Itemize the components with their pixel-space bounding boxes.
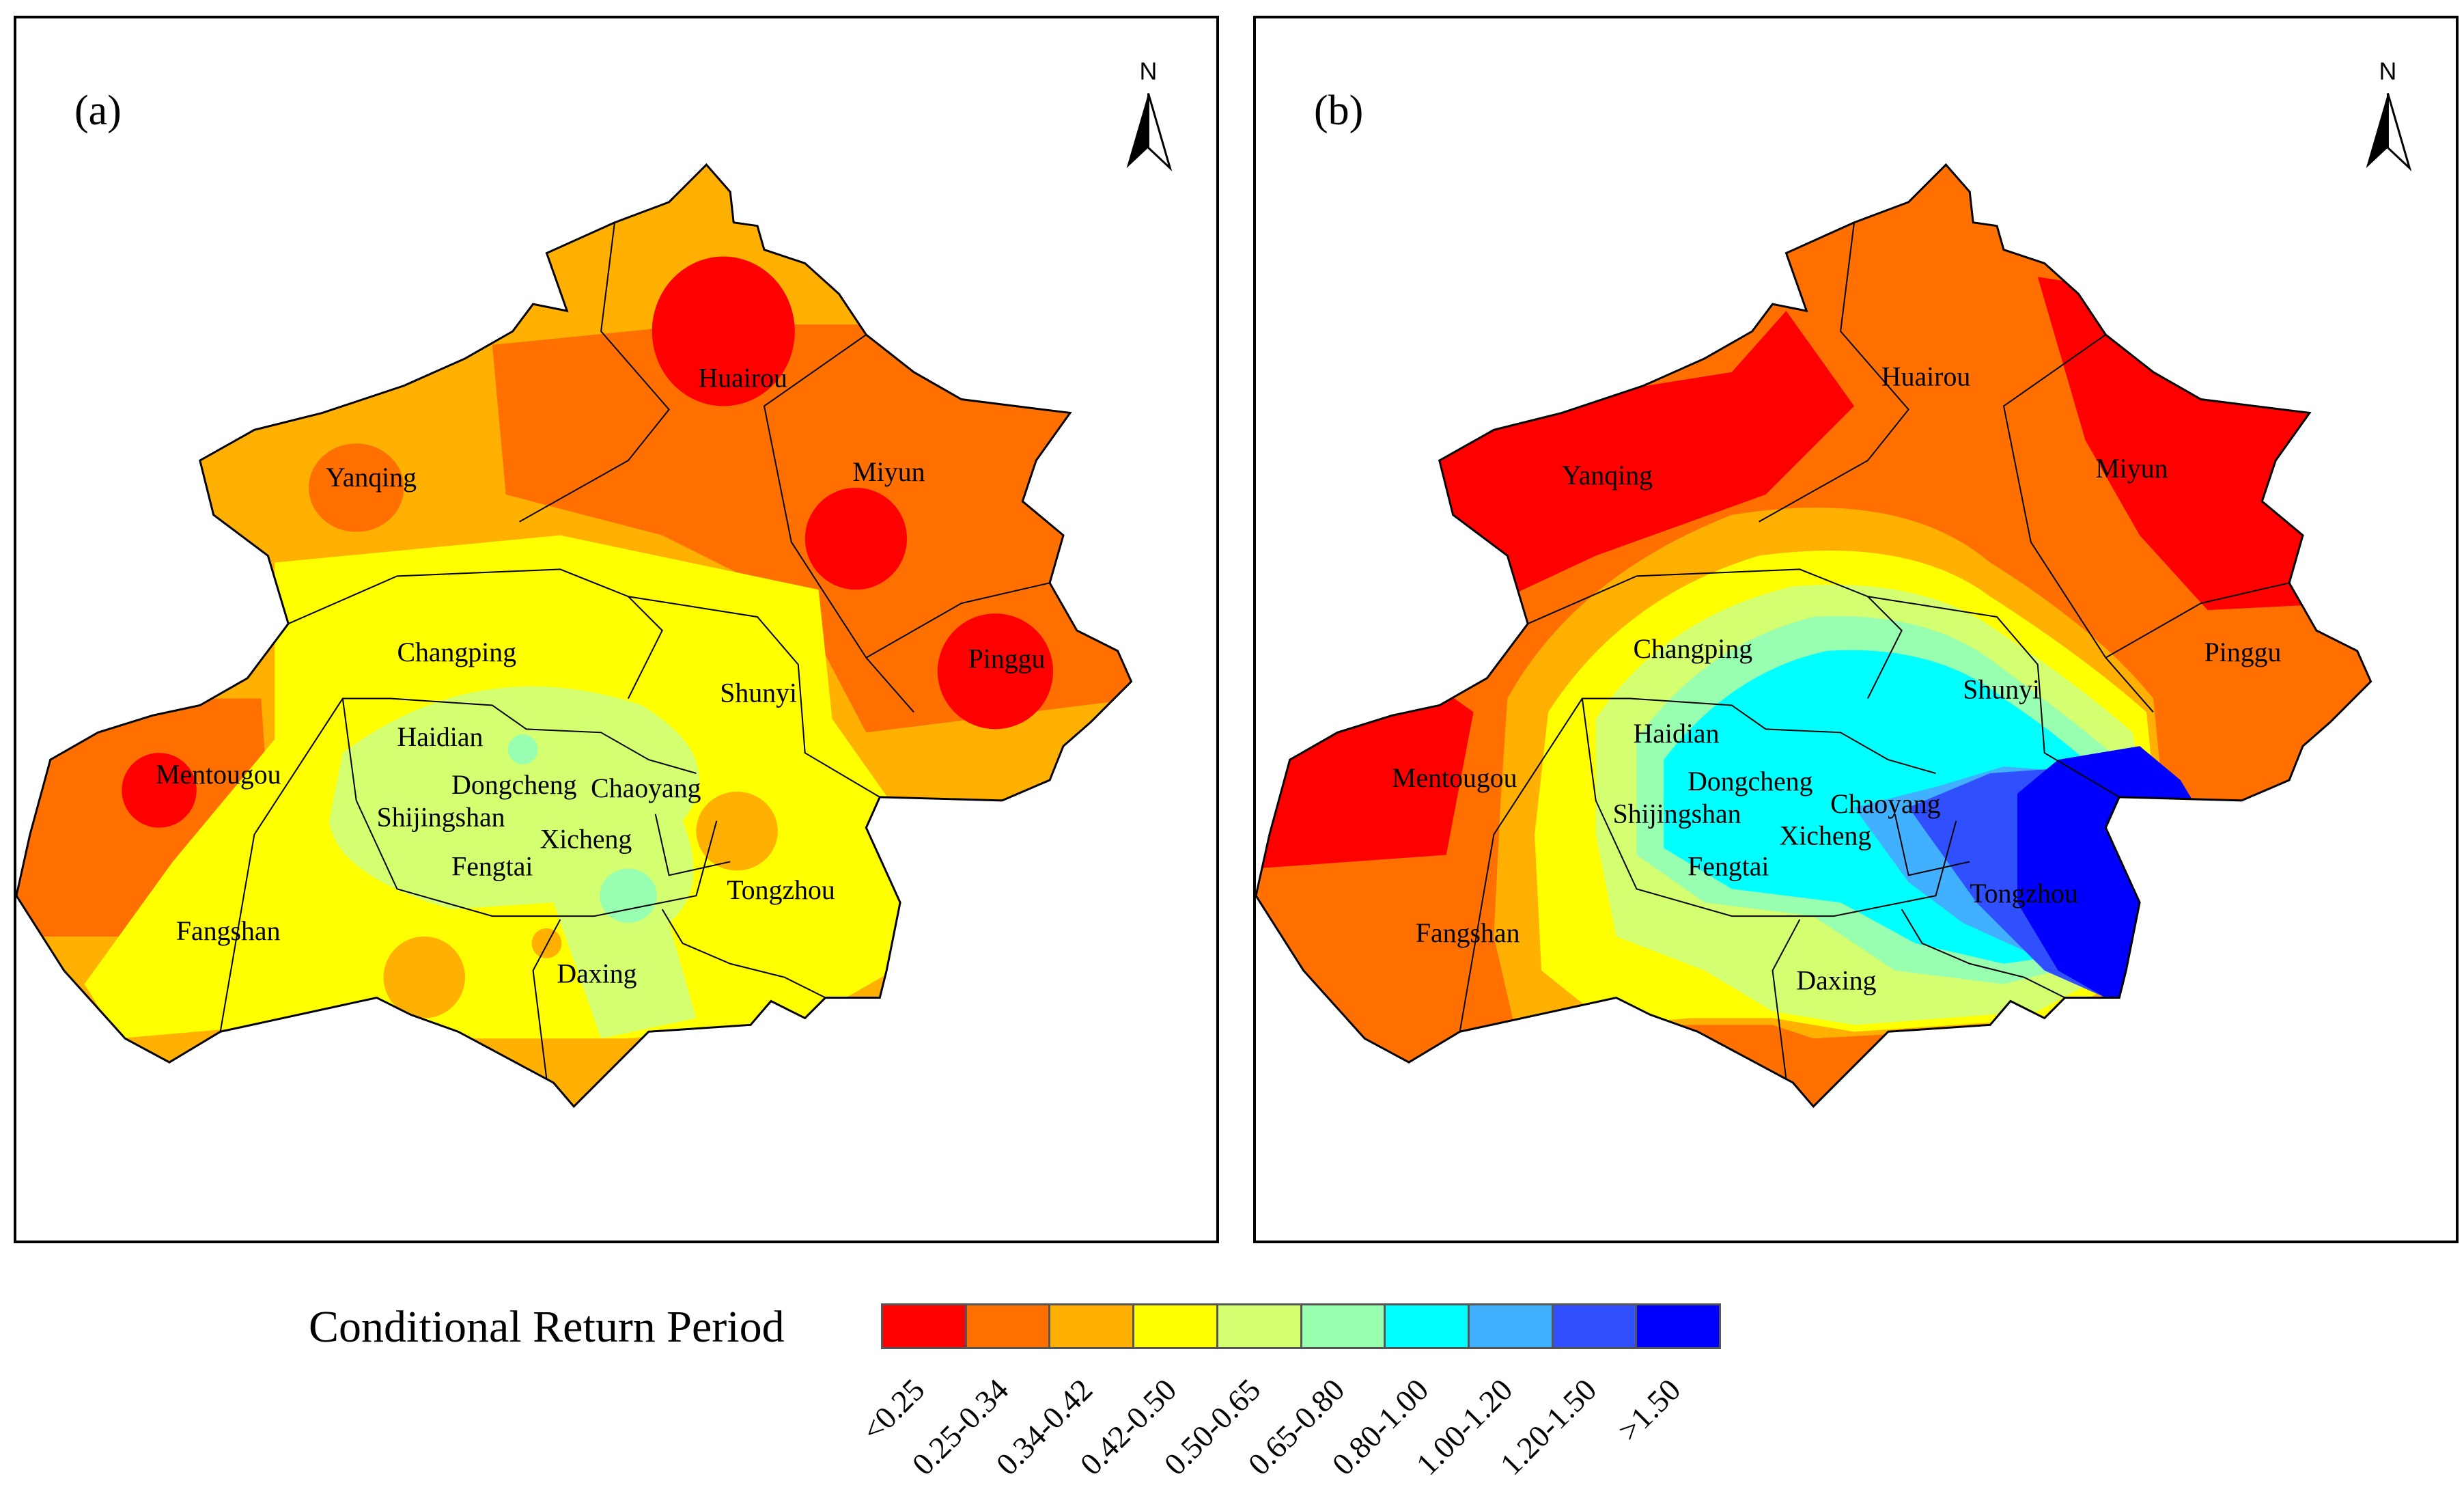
district-label-haidian: Haidian [1633, 719, 1719, 749]
map-panel-a: (a) N [14, 16, 1219, 1243]
district-label-huairou: Huairou [698, 363, 787, 393]
district-label-pinggu: Pinggu [968, 644, 1046, 674]
district-label-fangshan: Fangshan [176, 916, 281, 946]
legend-swatch [1302, 1305, 1386, 1347]
district-label-shijingshan: Shijingshan [377, 803, 505, 833]
district-label-chaoyang: Chaoyang [1830, 789, 1940, 819]
legend-tick-label: >1.50 [1610, 1372, 1688, 1448]
district-label-shunyi: Shunyi [720, 678, 797, 708]
district-label-changping: Changping [397, 637, 516, 667]
north-arrow: N [2366, 58, 2412, 171]
district-label-haidian: Haidian [397, 722, 483, 752]
district-label-dongcheng: Dongcheng [451, 770, 577, 800]
beijing-map-b: N [1256, 58, 2412, 1108]
legend-swatch [1134, 1305, 1218, 1347]
district-labels: Huairou Miyun Yanqing Pinggu Changping S… [156, 363, 1045, 989]
district-label-shunyi: Shunyi [1963, 675, 2040, 705]
legend-swatch [966, 1305, 1051, 1347]
legend-tick-label: <0.25 [854, 1372, 932, 1448]
district-boundaries [1459, 222, 2290, 1080]
legend-swatch [1050, 1305, 1135, 1347]
district-label-miyun: Miyun [852, 457, 925, 487]
district-label-daxing: Daxing [1796, 966, 1876, 996]
north-label: N [2379, 58, 2397, 85]
legend-color-bar [881, 1303, 1721, 1349]
district-label-dongcheng: Dongcheng [1688, 766, 1813, 797]
district-label-mentougou: Mentougou [156, 760, 281, 790]
raster-surface [16, 165, 1132, 1107]
district-labels: Huairou Miyun Yanqing Pinggu Changping S… [1392, 362, 2281, 996]
legend-swatch [1469, 1305, 1554, 1347]
panel-label: (a) [74, 87, 122, 134]
district-label-changping: Changping [1633, 634, 1752, 664]
map-panel-b: (b) N [1253, 16, 2459, 1243]
legend-swatch [1637, 1305, 1720, 1347]
district-label-fengtai: Fengtai [1688, 851, 1769, 881]
legend-title: Conditional Return Period [309, 1302, 785, 1352]
panel-label: (b) [1314, 87, 1364, 134]
legend-swatch [1386, 1305, 1470, 1347]
district-label-xicheng: Xicheng [1780, 821, 1872, 851]
district-label-daxing: Daxing [557, 959, 636, 989]
district-label-mentougou: Mentougou [1392, 763, 1517, 793]
district-boundaries [219, 222, 1050, 1080]
district-label-pinggu: Pinggu [2204, 637, 2282, 667]
district-label-fangshan: Fangshan [1416, 918, 1520, 948]
district-label-shijingshan: Shijingshan [1613, 799, 1741, 829]
district-label-tongzhou: Tongzhou [727, 875, 835, 905]
district-label-tongzhou: Tongzhou [1970, 878, 2078, 909]
district-label-huairou: Huairou [1881, 362, 1971, 392]
district-label-chaoyang: Chaoyang [591, 773, 701, 803]
district-label-yanqing: Yanqing [1562, 460, 1653, 490]
beijing-map-a: N [16, 58, 1173, 1108]
north-label: N [1140, 58, 1158, 85]
district-label-miyun: Miyun [2095, 454, 2168, 484]
raster-surface [1256, 165, 2371, 1107]
legend-swatch [1218, 1305, 1302, 1347]
legend-swatch [1553, 1305, 1638, 1347]
district-label-fengtai: Fengtai [451, 851, 533, 881]
north-arrow-icon [1126, 93, 1149, 169]
legend-swatch [883, 1305, 967, 1347]
district-label-yanqing: Yanqing [326, 462, 417, 493]
north-arrow-icon [2366, 93, 2388, 169]
district-label-xicheng: Xicheng [540, 825, 632, 855]
north-arrow: N [1126, 58, 1173, 171]
